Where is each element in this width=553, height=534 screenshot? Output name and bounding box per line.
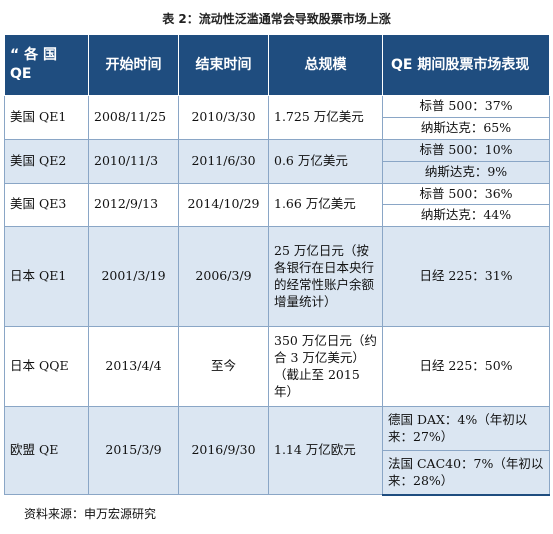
row-end: 至今: [178, 326, 269, 408]
row-perf: 德国 DAX：4%（年初以来：27%）: [382, 406, 550, 452]
table-row: 纳斯达克：44%: [5, 204, 550, 228]
row-end: 2014/10/29: [178, 182, 269, 228]
qe-table: “ 各 国 QE 开始时间 结束时间 总规模 QE 期间股票市场表现 美国 QE…: [4, 34, 550, 496]
row-start: 2001/3/19: [88, 226, 179, 328]
row-name: 欧盟 QE: [4, 406, 89, 496]
row-name: 美国 QE3: [4, 182, 89, 228]
header-end: 结束时间: [178, 34, 269, 96]
row-scale: 1.725 万亿美元: [268, 95, 383, 140]
row-perf: 日经 225：50%: [382, 326, 550, 408]
row-scale: 1.66 万亿美元: [268, 182, 383, 228]
row-end: 2011/6/30: [178, 138, 269, 184]
table-header-row: “ 各 国 QE 开始时间 结束时间 总规模 QE 期间股票市场表现: [4, 34, 550, 96]
row-scale: 0.6 万亿美元: [268, 138, 383, 184]
row-perf: 标普 500：36%: [382, 182, 550, 206]
row-end: 2016/9/30: [178, 406, 269, 496]
table-row: 日本 QQE 2013/4/4 至今 350 万亿日元（约合 3 万亿美元）（截…: [4, 326, 550, 408]
header-scale: 总规模: [268, 34, 383, 96]
row-scale: 350 万亿日元（约合 3 万亿美元）（截止至 2015 年）: [268, 326, 383, 408]
row-name: 美国 QE2: [4, 138, 89, 184]
table-row: 欧盟 QE 2015/3/9 2016/9/30 1.14 万亿欧元 德国 DA…: [4, 406, 550, 496]
row-start: 2012/9/13: [88, 182, 179, 228]
table-row: 美国 QE2 2010/11/3 2011/6/30 0.6 万亿美元 标普 5…: [4, 138, 550, 184]
row-perf: 法国 CAC40：7%（年初以来：28%）: [382, 450, 550, 496]
row-start: 2008/11/25: [88, 95, 179, 140]
table-caption: 表 2：流动性泛滥通常会导致股票市场上涨: [162, 12, 391, 26]
table-row: 美国 QE3 2012/9/13 2014/10/29 1.66 万亿美元 标普…: [4, 182, 550, 228]
row-end: 2010/3/30: [178, 95, 269, 140]
row-start: 2015/3/9: [88, 406, 179, 496]
source-note: 资料来源：申万宏源研究: [24, 507, 157, 521]
table-row: 美国 QE1 2008/11/25 2010/3/30 1.725 万亿美元 标…: [4, 95, 550, 140]
row-perf: 日经 225：31%: [382, 226, 550, 328]
row-perf: 标普 500：10%: [382, 138, 550, 162]
row-perf: 标普 500：37%: [382, 95, 550, 118]
row-name: 日本 QQE: [4, 326, 89, 408]
row-name: 美国 QE1: [4, 95, 89, 140]
row-start: 2013/4/4: [88, 326, 179, 408]
header-country: “ 各 国 QE: [4, 34, 89, 96]
row-perf: 纳斯达克：9%: [382, 160, 550, 184]
table-row: 纳斯达克：9%: [5, 160, 550, 184]
header-start: 开始时间: [88, 34, 179, 96]
table-row: 法国 CAC40：7%（年初以来：28%）: [5, 450, 550, 496]
row-scale: 25 万亿日元（按各银行在日本央行的经常性账户余额增量统计）: [268, 226, 383, 328]
row-name: 日本 QE1: [4, 226, 89, 328]
header-performance: QE 期间股票市场表现: [382, 34, 550, 96]
row-perf: 纳斯达克：65%: [382, 116, 550, 140]
row-scale: 1.14 万亿欧元: [268, 406, 383, 496]
row-perf: 纳斯达克：44%: [382, 204, 550, 228]
row-end: 2006/3/9: [178, 226, 269, 328]
row-start: 2010/11/3: [88, 138, 179, 184]
table-row: 日本 QE1 2001/3/19 2006/3/9 25 万亿日元（按各银行在日…: [4, 226, 550, 328]
table-row: 纳斯达克：65%: [5, 116, 550, 140]
